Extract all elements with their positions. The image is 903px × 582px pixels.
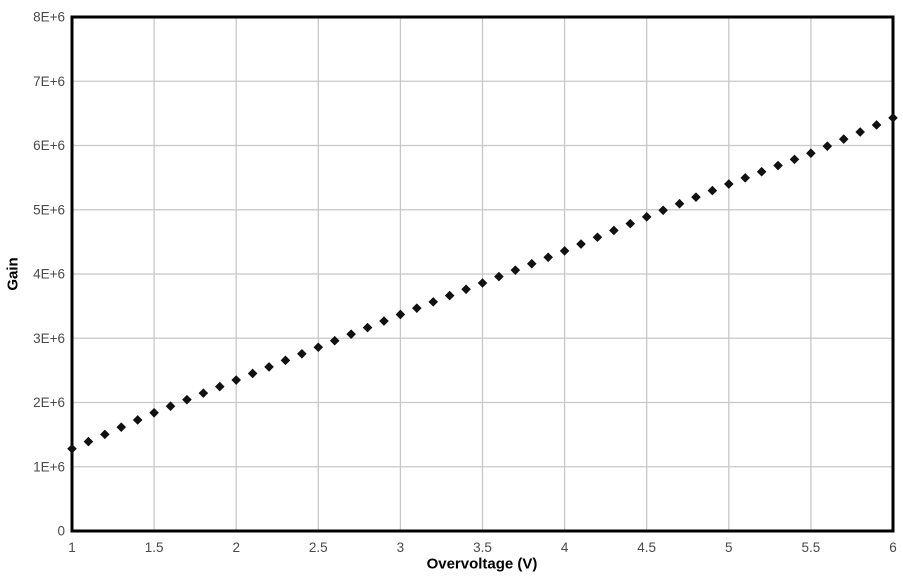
data-point-diamond <box>116 422 127 432</box>
data-point-diamond <box>724 179 734 189</box>
data-point-diamond <box>609 225 619 236</box>
x-tick-label: 4.5 <box>637 540 656 555</box>
data-point-diamond <box>444 290 455 301</box>
x-tick-label: 4 <box>561 540 569 555</box>
data-point-diamond <box>674 198 685 209</box>
data-point-diamond <box>592 232 603 243</box>
data-point-diamond <box>510 265 521 275</box>
data-point-diamond <box>132 415 143 425</box>
x-tick-label: 3 <box>397 540 405 555</box>
x-tick-label: 2 <box>232 540 240 555</box>
data-point-diamond <box>822 141 833 151</box>
data-point-diamond <box>691 192 701 202</box>
data-point-diamond <box>362 322 373 333</box>
data-point-diamond <box>707 185 718 196</box>
data-point-diamond <box>789 154 800 165</box>
data-point-diamond <box>559 246 570 256</box>
data-point-diamond <box>83 436 94 447</box>
y-tick-label: 4E+6 <box>33 267 65 282</box>
x-tick-label: 5.5 <box>802 540 821 555</box>
data-point-diamond <box>231 375 241 385</box>
data-point-diamond <box>297 348 307 359</box>
data-point-diamond <box>658 205 668 216</box>
x-tick-label: 1 <box>68 540 76 555</box>
data-point-diamond <box>395 309 406 320</box>
y-tick-label: 6E+6 <box>33 138 65 153</box>
data-point-diamond <box>100 429 110 440</box>
data-point-diamond <box>264 362 274 372</box>
y-tick-label: 7E+6 <box>33 74 65 89</box>
data-point-diamond <box>756 166 767 177</box>
data-point-diamond <box>625 218 636 229</box>
data-point-diamond <box>214 381 225 392</box>
data-point-diamond <box>198 388 209 398</box>
data-point-diamond <box>543 252 553 263</box>
data-point-diamond <box>412 303 422 313</box>
data-point-diamond <box>428 297 439 307</box>
data-point-diamond <box>576 239 586 249</box>
data-point-diamond <box>871 120 882 130</box>
data-point-diamond <box>888 113 898 123</box>
data-point-diamond <box>838 134 849 144</box>
data-point-diamond <box>641 212 652 222</box>
x-tick-label: 1.5 <box>145 540 164 555</box>
data-point-diamond <box>149 407 159 418</box>
data-point-diamond <box>379 316 389 326</box>
y-tick-label: 8E+6 <box>33 10 65 25</box>
data-point-diamond <box>855 127 865 137</box>
x-tick-label: 2.5 <box>309 540 328 555</box>
data-point-diamond <box>67 443 77 454</box>
data-point-diamond <box>494 271 504 282</box>
y-axis-title: Gain <box>4 257 22 291</box>
data-point-diamond <box>165 401 176 412</box>
data-point-diamond <box>526 258 537 269</box>
data-point-diamond <box>280 355 291 366</box>
data-point-diamond <box>740 173 751 183</box>
data-point-diamond <box>346 329 356 339</box>
data-point-diamond <box>477 278 488 288</box>
y-tick-label: 3E+6 <box>33 331 65 346</box>
data-point-diamond <box>247 368 258 379</box>
y-tick-label: 5E+6 <box>33 202 65 217</box>
x-tick-label: 3.5 <box>473 540 492 555</box>
y-tick-label: 0 <box>57 524 65 539</box>
data-point-diamond <box>329 335 340 346</box>
data-point-diamond <box>806 148 816 159</box>
data-point-diamond <box>313 342 324 353</box>
data-point-diamond <box>182 394 192 405</box>
x-tick-label: 5 <box>725 540 733 555</box>
x-axis-title: Overvoltage (V) <box>426 555 538 573</box>
y-tick-label: 2E+6 <box>33 395 65 410</box>
x-tick-label: 6 <box>889 540 897 555</box>
y-tick-label: 1E+6 <box>33 459 65 474</box>
data-point-diamond <box>773 160 783 171</box>
data-point-diamond <box>461 284 471 295</box>
plot-border <box>70 15 895 533</box>
